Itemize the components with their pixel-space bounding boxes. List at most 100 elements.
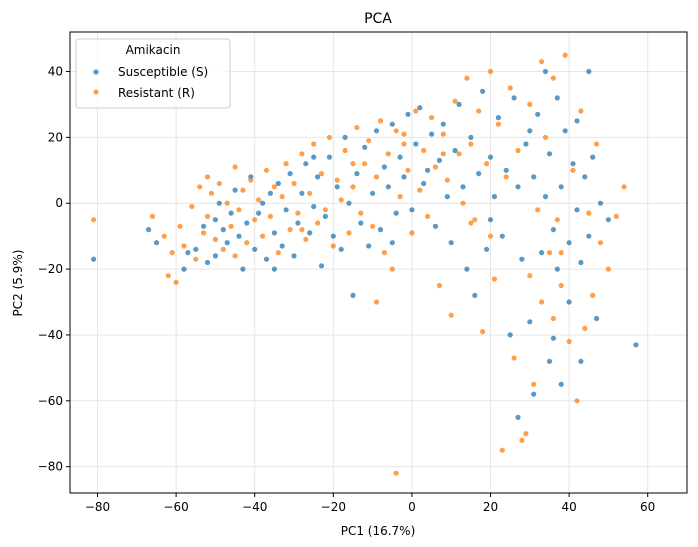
scatter-point-resistant xyxy=(338,197,344,203)
scatter-point-resistant xyxy=(550,315,557,322)
scatter-point-susceptible xyxy=(558,184,564,190)
scatter-point-susceptible xyxy=(539,250,545,256)
y-tick-label: 20 xyxy=(48,130,63,144)
legend-marker-resistant xyxy=(93,89,99,95)
scatter-point-resistant xyxy=(425,213,431,219)
scatter-point-susceptible xyxy=(633,342,639,348)
scatter-point-susceptible xyxy=(452,147,458,154)
scatter-point-resistant xyxy=(495,121,501,127)
x-tick-label: −60 xyxy=(163,500,188,514)
scatter-point-susceptible xyxy=(307,230,313,236)
scatter-point-susceptible xyxy=(562,128,568,134)
legend-box xyxy=(75,38,231,109)
scatter-point-susceptible xyxy=(503,167,509,173)
scatter-point-susceptible xyxy=(495,115,501,121)
x-tick-label: −20 xyxy=(321,500,346,514)
scatter-point-resistant xyxy=(366,138,372,144)
scatter-point-susceptible xyxy=(432,223,439,229)
scatter-point-resistant xyxy=(350,161,356,167)
scatter-point-susceptible xyxy=(212,253,218,259)
scatter-point-resistant xyxy=(527,101,533,107)
scatter-point-susceptible xyxy=(578,259,584,266)
scatter-point-susceptible xyxy=(590,154,596,160)
scatter-point-susceptible xyxy=(574,118,580,124)
scatter-point-susceptible xyxy=(484,246,490,252)
scatter-point-susceptible xyxy=(417,105,423,111)
scatter-point-susceptible xyxy=(460,184,466,190)
scatter-point-susceptible xyxy=(550,227,557,233)
scatter-point-resistant xyxy=(511,355,517,361)
scatter-point-resistant xyxy=(287,227,293,233)
scatter-point-resistant xyxy=(440,151,446,157)
scatter-point-susceptible xyxy=(546,358,553,364)
scatter-point-susceptible xyxy=(322,213,328,219)
scatter-point-resistant xyxy=(263,167,270,173)
scatter-point-susceptible xyxy=(153,240,160,246)
scatter-point-susceptible xyxy=(468,134,474,140)
scatter-point-resistant xyxy=(193,256,199,262)
legend-label-susceptible: Susceptible (S) xyxy=(118,65,208,79)
scatter-point-resistant xyxy=(373,174,380,180)
scatter-point-susceptible xyxy=(448,240,454,246)
scatter-point-resistant xyxy=(531,381,537,387)
scatter-point-resistant xyxy=(354,124,360,131)
scatter-point-susceptible xyxy=(456,101,462,107)
y-tick-label: −40 xyxy=(38,328,63,342)
scatter-point-resistant xyxy=(613,213,619,219)
scatter-point-resistant xyxy=(232,164,238,170)
scatter-point-resistant xyxy=(472,217,478,223)
scatter-point-resistant xyxy=(484,161,490,167)
scatter-point-resistant xyxy=(326,134,332,140)
scatter-point-susceptible xyxy=(546,151,553,157)
scatter-point-susceptible xyxy=(212,217,218,223)
scatter-point-susceptible xyxy=(271,266,277,272)
scatter-point-susceptible xyxy=(389,121,395,127)
scatter-point-resistant xyxy=(299,151,305,157)
scatter-point-resistant xyxy=(267,213,273,219)
grid-lines xyxy=(70,32,687,493)
scatter-point-resistant xyxy=(370,223,376,229)
scatter-point-susceptible xyxy=(440,121,446,127)
scatter-point-susceptible xyxy=(303,161,309,167)
x-axis-title: PC1 (16.7%) xyxy=(341,524,416,538)
scatter-point-susceptible xyxy=(311,203,317,210)
scatter-point-susceptible xyxy=(554,266,560,272)
scatter-point-resistant xyxy=(204,213,211,219)
scatter-point-resistant xyxy=(291,180,297,187)
scatter-point-susceptible xyxy=(523,141,529,147)
scatter-point-resistant xyxy=(279,194,285,200)
scatter-point-susceptible xyxy=(531,391,537,397)
scatter-point-resistant xyxy=(315,220,321,226)
scatter-point-resistant xyxy=(401,131,407,137)
scatter-point-resistant xyxy=(566,338,572,345)
scatter-point-resistant xyxy=(342,147,348,154)
scatter-point-resistant xyxy=(311,141,317,147)
scatter-point-susceptible xyxy=(271,230,277,236)
scatter-point-resistant xyxy=(570,167,576,173)
scatter-point-resistant xyxy=(275,250,281,256)
scatter-point-resistant xyxy=(597,240,604,246)
scatter-point-resistant xyxy=(373,299,380,305)
scatter-point-resistant xyxy=(303,236,309,242)
scatter-point-resistant xyxy=(539,59,545,65)
legend-label-resistant: Resistant (R) xyxy=(118,86,195,100)
scatter-point-susceptible xyxy=(366,243,372,249)
scatter-point-resistant xyxy=(594,141,600,147)
scatter-point-susceptible xyxy=(181,266,187,272)
scatter-point-susceptible xyxy=(472,292,478,298)
scatter-point-susceptible xyxy=(527,128,533,134)
scatter-point-resistant xyxy=(389,266,395,272)
scatter-point-susceptible xyxy=(464,266,470,272)
scatter-point-susceptible xyxy=(267,190,273,196)
scatter-point-susceptible xyxy=(318,263,325,269)
scatter-point-susceptible xyxy=(444,194,450,200)
scatter-point-resistant xyxy=(377,118,384,124)
scatter-point-resistant xyxy=(244,240,250,246)
scatter-point-susceptible xyxy=(527,319,533,325)
x-tick-label: 60 xyxy=(640,500,655,514)
scatter-point-resistant xyxy=(562,52,568,58)
scatter-point-susceptible xyxy=(370,190,376,196)
scatter-point-resistant xyxy=(165,273,171,279)
scatter-point-susceptible xyxy=(334,184,340,190)
scatter-point-susceptible xyxy=(519,256,525,262)
